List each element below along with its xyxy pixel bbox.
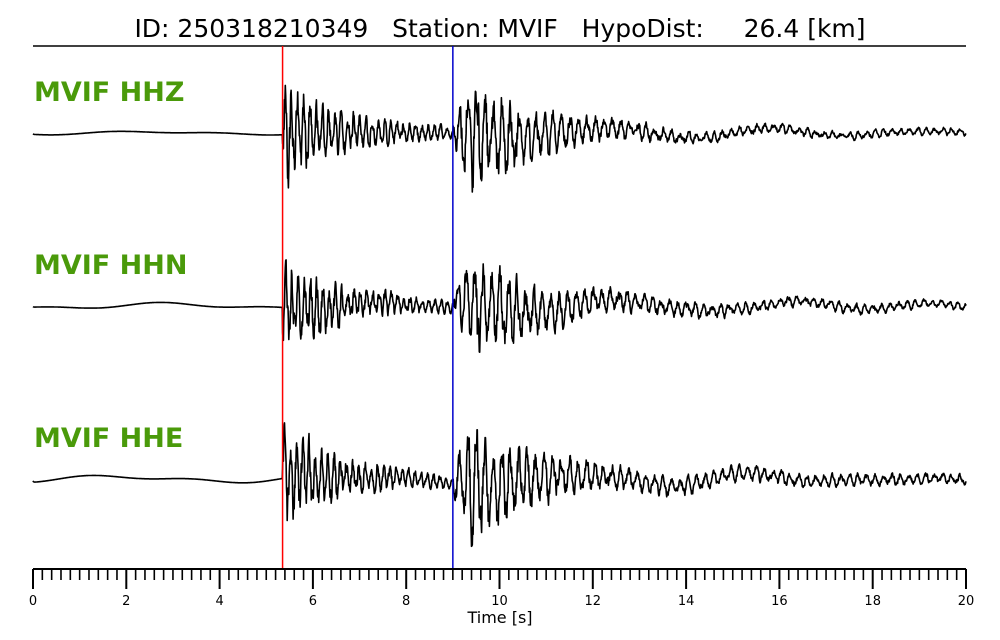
- x-tick-label: 14: [678, 594, 695, 609]
- x-tick-label: 18: [864, 594, 881, 609]
- x-tick-label: 0: [29, 594, 37, 609]
- x-axis: 0 2 4 6 8 10 12 14 16 18 20: [29, 568, 975, 609]
- x-tick-label: 10: [491, 594, 508, 609]
- waveform-traces: MVIF HHZ MVIF HHN MVIF HHE: [32, 77, 967, 548]
- x-tick-label: 4: [215, 594, 223, 609]
- x-tick-label: 8: [402, 594, 410, 609]
- x-tick-label: 12: [585, 594, 602, 609]
- channel-label-2: MVIF HHN: [34, 250, 187, 281]
- waveform-trace-2: [32, 259, 967, 354]
- x-tick-label: 2: [122, 594, 130, 609]
- channel-label-1: MVIF HHZ: [34, 77, 184, 108]
- x-tick-label: 6: [309, 594, 317, 609]
- x-axis-label: Time [s]: [466, 608, 532, 627]
- x-tick-label: 16: [771, 594, 788, 609]
- waveform-trace-3: [32, 422, 967, 548]
- waveform-trace-1: [32, 84, 967, 193]
- x-tick-label: 20: [958, 594, 975, 609]
- channel-label-3: MVIF HHE: [34, 423, 183, 454]
- phase-picks: [281, 46, 454, 569]
- chart-title: ID: 250318210349 Station: MVIF HypoDist:…: [134, 14, 865, 43]
